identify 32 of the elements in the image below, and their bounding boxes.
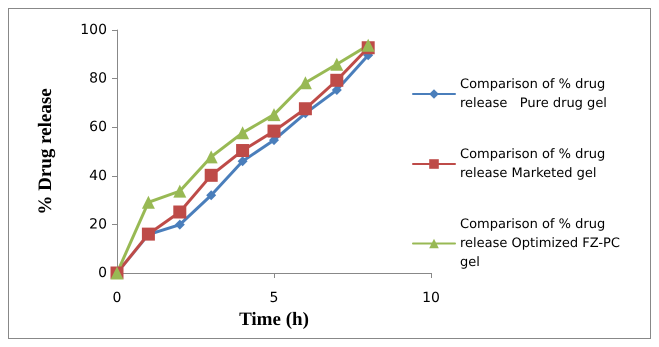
point: [268, 108, 280, 122]
point: [268, 124, 280, 138]
y-tick-label: 100: [80, 22, 107, 38]
point: [236, 126, 250, 140]
y-axis-title: % Drug release: [35, 88, 56, 215]
y-tick-label: 80: [89, 70, 107, 87]
point: [238, 156, 248, 166]
legend-label: Comparison of % drug release Optimized FZ-PC gel: [460, 217, 624, 270]
point: [298, 76, 312, 90]
point: [362, 38, 375, 52]
y-tick-label: 60: [89, 119, 107, 136]
point: [332, 85, 342, 96]
x-tick-label: 0: [112, 290, 122, 306]
legend-label: Comparison of % drug release Marketed gel: [460, 147, 610, 181]
point: [142, 196, 155, 209]
point: [173, 206, 186, 219]
x-tick-label: 10: [422, 290, 440, 306]
y-tick-label: 40: [89, 168, 107, 184]
x-tick-label: 5: [270, 290, 278, 306]
y-tick-label: 20: [89, 216, 107, 232]
point: [298, 102, 312, 116]
point: [173, 184, 186, 198]
point: [236, 144, 250, 158]
legend-label: Comparison of % drug release Pure drug gel: [460, 77, 610, 111]
y-tick-label: 0: [98, 265, 107, 281]
point: [174, 220, 185, 230]
x-axis-title: Time (h): [239, 308, 309, 330]
point: [330, 58, 344, 71]
point: [330, 74, 344, 87]
point: [206, 190, 216, 200]
point: [204, 168, 218, 182]
point: [204, 150, 218, 164]
